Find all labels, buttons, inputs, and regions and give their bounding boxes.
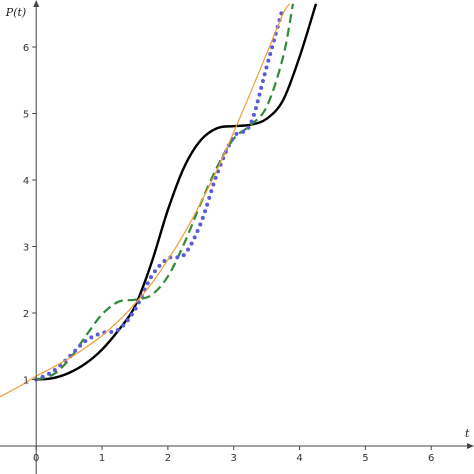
y-axis-label: P(t) xyxy=(5,6,26,19)
y-axis-arrow xyxy=(33,0,40,7)
y-tick-label: 2 xyxy=(23,309,29,320)
series-1-line xyxy=(36,3,318,381)
tick-marks: 0 1 2 3 4 5 6 1 2 3 4 5 6 xyxy=(23,43,435,464)
series-4-line xyxy=(0,3,291,398)
y-tick-label: 6 xyxy=(23,43,29,54)
x-tick-label: 3 xyxy=(231,453,237,464)
x-tick-label: 5 xyxy=(362,453,368,464)
y-tick-label: 4 xyxy=(23,176,29,187)
x-tick-label: 0 xyxy=(33,453,39,464)
x-tick-label: 2 xyxy=(165,453,171,464)
x-tick-label: 1 xyxy=(99,453,105,464)
series-3-line xyxy=(34,5,286,382)
y-tick-label: 3 xyxy=(23,243,29,254)
y-tick-label: 1 xyxy=(23,376,29,387)
x-axis-label: t xyxy=(465,427,470,440)
plot-curves xyxy=(0,3,318,398)
series-2-line xyxy=(35,3,295,381)
x-tick-label: 6 xyxy=(428,453,434,464)
y-tick-label: 5 xyxy=(23,110,29,121)
x-tick-label: 4 xyxy=(296,453,302,464)
x-axis-arrow xyxy=(467,443,474,449)
